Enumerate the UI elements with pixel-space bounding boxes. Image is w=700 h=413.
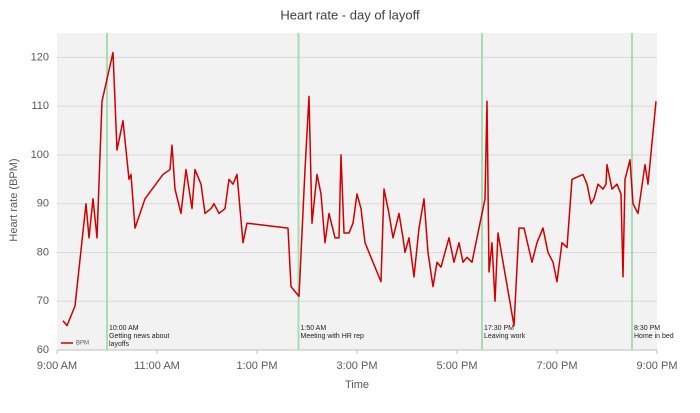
annotation-text: Leaving work xyxy=(484,333,526,340)
y-axis-title: Heart rate (BPM) xyxy=(8,158,20,241)
y-tick-label: 90 xyxy=(37,198,49,210)
annotation-text: Meeting with HR rep xyxy=(300,333,364,340)
y-tick-label: 120 xyxy=(31,51,49,63)
x-axis-title: Time xyxy=(345,379,369,391)
annotation-time: 10:00 AM xyxy=(109,325,139,332)
x-tick-label: 9:00 AM xyxy=(37,360,77,372)
annotation-time: 17:30 PM xyxy=(484,325,514,332)
x-tick-label: 9:00 PM xyxy=(637,360,678,372)
x-tick-label: 11:00 AM xyxy=(134,360,180,372)
annotation-time: 8:30 PM xyxy=(634,325,661,332)
y-tick-label: 70 xyxy=(37,295,49,307)
chart-title: Heart rate - day of layoff xyxy=(280,7,420,22)
y-tick-label: 80 xyxy=(37,246,49,258)
x-tick-label: 3:00 PM xyxy=(337,360,378,372)
legend-label: BPM xyxy=(76,341,89,347)
y-tick-label: 100 xyxy=(31,149,49,161)
annotation-text: Getting news about layoffs xyxy=(109,333,170,348)
x-tick-label: 1:00 PM xyxy=(237,360,278,372)
x-tick-label: 7:00 PM xyxy=(537,360,578,372)
plot-area xyxy=(57,33,657,350)
y-tick-label: 60 xyxy=(37,344,49,356)
annotation-text: Home in bed xyxy=(634,333,674,340)
series-line xyxy=(62,51,657,327)
annotation-time: 1:50 AM xyxy=(300,325,327,332)
x-tick-label: 5:00 PM xyxy=(437,360,478,372)
y-tick-label: 110 xyxy=(31,100,49,112)
